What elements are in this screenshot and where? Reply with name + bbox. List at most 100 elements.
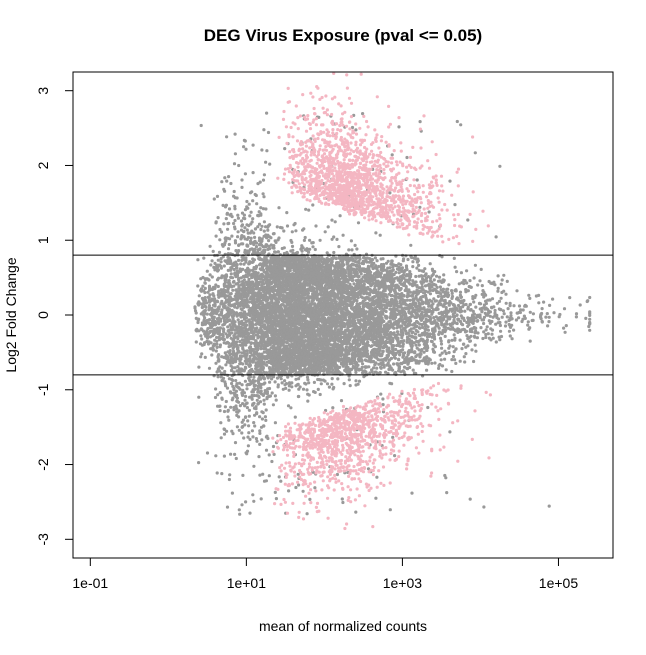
not-significant-point: [307, 381, 311, 385]
not-significant-point: [288, 381, 293, 385]
not-significant-point: [526, 323, 530, 327]
not-significant-point: [233, 441, 238, 445]
not-significant-point: [283, 379, 287, 383]
not-significant-point: [270, 391, 274, 395]
not-significant-point: [547, 320, 551, 324]
not-significant-point: [233, 452, 237, 456]
not-significant-point: [219, 421, 223, 425]
not-significant-point: [540, 320, 544, 324]
not-significant-point: [218, 391, 222, 395]
not-significant-point: [236, 230, 240, 234]
chart-title: DEG Virus Exposure (pval <= 0.05): [204, 26, 482, 45]
not-significant-point: [251, 143, 255, 147]
not-significant-point: [347, 248, 351, 252]
not-significant-point: [534, 294, 539, 298]
not-significant-point: [229, 261, 233, 266]
not-significant-point: [414, 274, 418, 279]
not-significant-point: [255, 439, 259, 443]
not-significant-point: [452, 350, 456, 354]
not-significant-point: [427, 304, 431, 308]
not-significant-point: [440, 351, 444, 355]
not-significant-point: [229, 391, 233, 395]
not-significant-point: [222, 222, 226, 226]
not-significant-point: [213, 338, 217, 342]
not-significant-point: [460, 347, 464, 351]
not-significant-point: [465, 281, 469, 285]
not-significant-point: [521, 308, 525, 312]
not-significant-point: [361, 112, 365, 116]
not-significant-point: [428, 262, 432, 266]
not-significant-point: [222, 432, 227, 436]
not-significant-point: [242, 278, 246, 282]
not-significant-point: [285, 224, 290, 228]
not-significant-point: [235, 385, 240, 389]
not-significant-point: [354, 128, 358, 132]
not-significant-point: [245, 228, 249, 232]
not-significant-point: [355, 247, 359, 251]
not-significant-point: [226, 255, 230, 259]
not-significant-point: [259, 227, 263, 232]
not-significant-point: [312, 286, 316, 290]
not-significant-point: [494, 235, 498, 239]
not-significant-point: [303, 235, 307, 240]
not-significant-point: [222, 328, 226, 332]
not-significant-point: [218, 227, 222, 232]
not-significant-point: [284, 386, 288, 390]
not-significant-point: [197, 365, 201, 369]
not-significant-point: [418, 120, 422, 124]
not-significant-point: [208, 293, 212, 297]
not-significant-point: [490, 328, 495, 332]
not-significant-point: [254, 333, 258, 337]
not-significant-point: [251, 435, 255, 439]
not-significant-point: [312, 380, 316, 384]
not-significant-point: [243, 415, 248, 419]
not-significant-point: [411, 279, 415, 283]
not-significant-point: [417, 286, 422, 290]
not-significant-point: [510, 323, 514, 327]
not-significant-point: [425, 313, 429, 317]
not-significant-point: [282, 251, 286, 256]
not-significant-point: [231, 288, 235, 292]
not-significant-point: [382, 365, 386, 369]
not-significant-point: [410, 335, 414, 339]
not-significant-point: [233, 207, 237, 211]
not-significant-point: [288, 283, 292, 287]
not-significant-point: [245, 406, 249, 410]
not-significant-point: [232, 194, 236, 198]
not-significant-point: [480, 284, 484, 288]
not-significant-point: [247, 424, 251, 428]
not-significant-point: [253, 235, 257, 239]
not-significant-point: [265, 149, 269, 153]
not-significant-point: [450, 289, 454, 293]
not-significant-point: [416, 330, 420, 334]
not-significant-point: [342, 382, 346, 386]
not-significant-point: [242, 262, 246, 266]
not-significant-point: [373, 256, 377, 260]
not-significant-point: [263, 415, 267, 419]
not-significant-point: [448, 430, 452, 434]
not-significant-point: [210, 353, 214, 357]
not-significant-point: [498, 164, 502, 168]
not-significant-point: [331, 387, 335, 391]
not-significant-point: [357, 261, 361, 265]
not-significant-point: [249, 236, 253, 240]
not-significant-point: [439, 358, 443, 362]
not-significant-point: [241, 424, 245, 429]
not-significant-point: [473, 263, 477, 267]
not-significant-point: [349, 306, 354, 310]
not-significant-point: [222, 187, 226, 191]
not-significant-point: [428, 298, 432, 302]
not-significant-point: [341, 233, 345, 237]
not-significant-point: [233, 132, 237, 136]
not-significant-point: [202, 256, 206, 260]
not-significant-point: [249, 210, 253, 214]
not-significant-point: [505, 315, 509, 319]
not-significant-point: [458, 338, 462, 342]
not-significant-point: [547, 315, 551, 319]
not-significant-point: [285, 211, 289, 215]
not-significant-point: [274, 497, 278, 501]
not-significant-point: [240, 503, 244, 507]
not-significant-point: [267, 453, 271, 457]
not-significant-point: [411, 260, 415, 264]
not-significant-point: [237, 258, 241, 262]
